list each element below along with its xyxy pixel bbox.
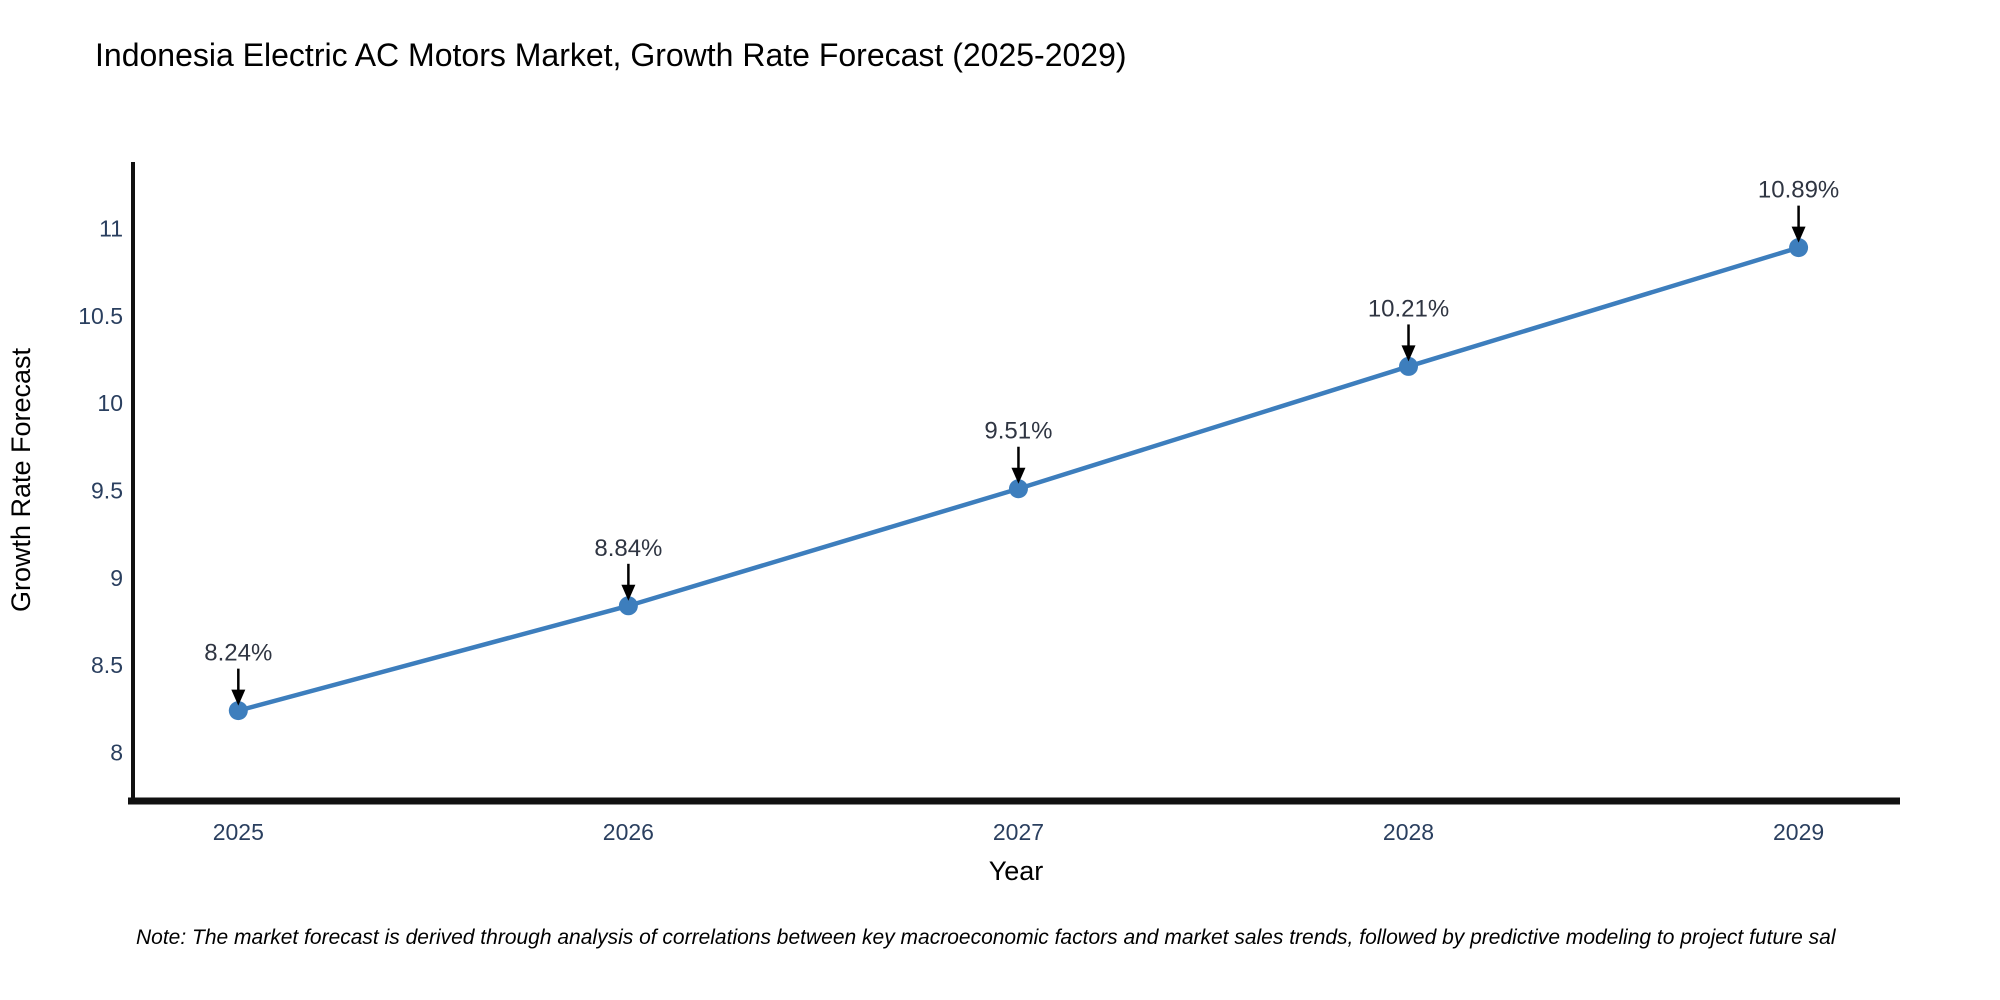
data-point-label: 10.89%: [1758, 177, 1839, 204]
chart-title: Indonesia Electric AC Motors Market, Gro…: [95, 37, 1127, 73]
y-tick-label: 9.5: [91, 477, 123, 503]
data-point-label: 8.24%: [204, 640, 272, 667]
data-point-label: 8.84%: [594, 535, 662, 562]
y-tick-label: 10.5: [78, 303, 123, 329]
annotation-arrowhead: [231, 689, 246, 706]
y-axis-title: Growth Rate Forecast: [6, 347, 36, 612]
y-tick-label: 11: [99, 215, 123, 241]
y-tick-label: 10: [97, 390, 123, 416]
annotation-arrowhead: [621, 584, 636, 601]
y-tick-label: 8: [110, 740, 123, 766]
x-tick-label: 2027: [993, 819, 1044, 845]
y-tick-label: 9: [110, 565, 123, 591]
data-point-2029[interactable]: [1789, 238, 1809, 258]
x-tick-label: 2026: [603, 819, 654, 845]
data-point-label: 10.21%: [1368, 295, 1449, 322]
data-point-2027[interactable]: [1008, 479, 1028, 499]
data-point-2028[interactable]: [1399, 356, 1419, 376]
footnote: Note: The market forecast is derived thr…: [136, 926, 1837, 949]
y-tick-label: 8.5: [91, 652, 123, 678]
data-point-2026[interactable]: [618, 596, 638, 616]
x-axis-title: Year: [989, 856, 1044, 886]
data-point-label: 9.51%: [984, 418, 1052, 445]
annotation-arrowhead: [1791, 226, 1806, 243]
plot-area: 8 8.5 9 9.5 10 10.5 11 2025 2026 2027 2028 2029 8.24…: [78, 162, 1900, 845]
x-tick-label: 2028: [1383, 819, 1434, 845]
x-tick-label: 2029: [1773, 819, 1824, 845]
data-point-2025[interactable]: [228, 701, 248, 721]
x-tick-label: 2025: [213, 819, 264, 845]
annotation-arrowhead: [1011, 467, 1026, 484]
annotation-arrowhead: [1401, 345, 1416, 362]
